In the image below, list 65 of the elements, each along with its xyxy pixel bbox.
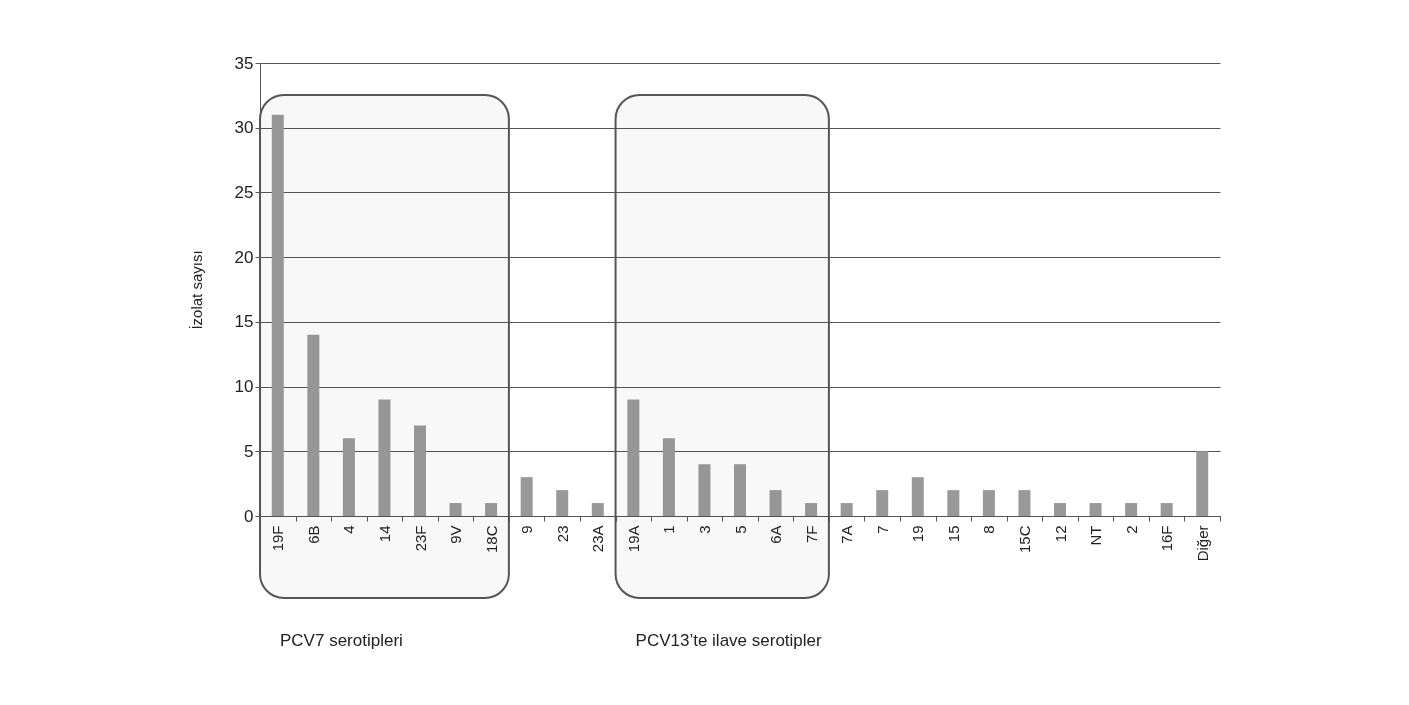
y-tick-label: 35 [234,53,254,73]
x-tick-label: Diğer [1193,525,1211,562]
x-tick-label: 19F [269,525,287,552]
band-label: PCV7 serotipleri [280,631,403,650]
x-tick-label: 7 [873,525,891,534]
bar [271,114,284,516]
x-tick-label: 15 [944,525,962,543]
x-tick-label: 9 [518,525,536,534]
x-tick-label: 16F [1158,525,1176,552]
x-tick-label: 6B [304,525,322,544]
bar [342,438,355,516]
bar [805,503,818,516]
bar [307,334,320,516]
y-tick-label: 5 [244,441,254,461]
bar [1089,503,1102,516]
bar [1160,503,1173,516]
bar [591,503,604,516]
y-tick-label: 20 [234,247,254,267]
bar [378,399,391,516]
bar [627,399,640,516]
x-tick-label: 18C [482,525,500,554]
x-tick-label: 4 [340,525,358,534]
bar [414,425,426,516]
y-tick-label: 30 [234,118,254,138]
x-tick-label: 12 [1051,525,1069,543]
x-tick-label: 3 [695,525,713,534]
bar [449,503,462,516]
x-tick-label: 6A [767,525,785,544]
x-tick-label: 23 [553,525,571,543]
bar [520,477,533,516]
bar [734,464,746,516]
bar [1018,490,1031,516]
x-tick-label: 2 [1122,525,1140,534]
x-tick-label: 5 [731,525,749,534]
x-tick-label: 9V [447,525,465,544]
bar [911,477,924,516]
bar [1125,503,1138,516]
x-tick-label: 8 [980,525,998,534]
x-tick-label: 15C [1015,525,1033,554]
bar [947,490,960,516]
x-tick-label: 1 [660,525,678,534]
y-tick-label: 10 [234,377,254,397]
x-tick-label: 14 [375,525,393,543]
x-tick-label: 23F [411,525,429,552]
y-tick-label: 0 [244,506,254,526]
bar [840,503,853,516]
x-tick-label: 23A [589,525,607,553]
bar [769,490,782,516]
x-tick-label: NT [1087,525,1105,546]
bar [1054,503,1066,516]
y-tick-label: 25 [234,182,254,202]
bar [876,490,889,516]
x-tick-label: 19A [624,525,642,553]
bar [982,490,995,516]
band-label: PCV13’te ilave serotipler [635,631,823,650]
bar [662,438,675,516]
x-tick-label: 7F [802,525,820,544]
x-tick-label: 7A [838,525,856,544]
y-tick-label: 15 [234,312,254,332]
bar [1196,451,1209,516]
bar [556,490,569,516]
bar [698,464,711,516]
bar [485,503,498,516]
x-tick-label: 19 [909,525,927,543]
y-axis-title: İzolat sayısı [187,250,205,330]
